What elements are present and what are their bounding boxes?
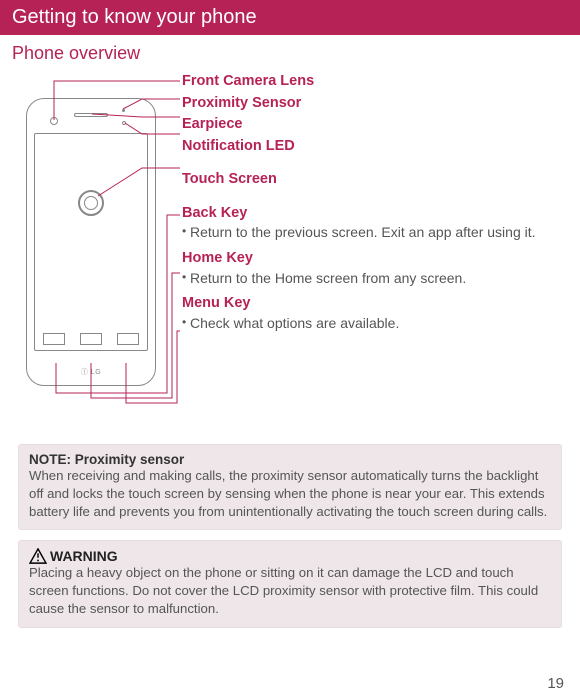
note-body: When receiving and making calls, the pro… xyxy=(29,467,551,520)
page-number: 19 xyxy=(547,675,564,692)
phone-logo: ⓛ LG xyxy=(81,367,101,377)
home-key-mark xyxy=(80,333,102,345)
warning-box: WARNING Placing a heavy object on the ph… xyxy=(18,540,562,627)
phone-diagram: ⓛ LG Front Camera Lens Proximity Sensor … xyxy=(12,68,568,408)
phone-outline: ⓛ LG xyxy=(26,98,156,386)
content-area: ⓛ LG Front Camera Lens Proximity Sensor … xyxy=(0,68,580,628)
warning-header: WARNING xyxy=(29,548,551,564)
back-key-mark xyxy=(43,333,65,345)
note-box-proximity: NOTE: Proximity sensor When receiving an… xyxy=(18,444,562,530)
warning-triangle-icon xyxy=(29,548,47,564)
notification-led-mark xyxy=(122,121,126,125)
section-title: Phone overview xyxy=(0,35,580,68)
label-column: Front Camera Lens Proximity Sensor Earpi… xyxy=(182,72,568,335)
warning-body: Placing a heavy object on the phone or s… xyxy=(29,564,551,617)
label-home-key: Home Key xyxy=(182,249,568,269)
menu-key-mark xyxy=(117,333,139,345)
note-title: NOTE: Proximity sensor xyxy=(29,452,551,467)
proximity-sensor-mark xyxy=(122,109,125,112)
warning-title: WARNING xyxy=(50,548,118,564)
label-proximity-sensor: Proximity Sensor xyxy=(182,94,568,114)
earpiece-mark xyxy=(74,113,108,117)
label-front-camera: Front Camera Lens xyxy=(182,72,568,92)
desc-back-key: Return to the previous screen. Exit an a… xyxy=(182,223,568,243)
home-ring-icon xyxy=(78,190,104,216)
label-touch-screen: Touch Screen xyxy=(182,170,568,190)
label-menu-key: Menu Key xyxy=(182,294,568,314)
chapter-title: Getting to know your phone xyxy=(12,6,257,28)
chapter-header: Getting to know your phone xyxy=(0,0,580,35)
home-ring-inner-icon xyxy=(84,196,98,210)
desc-home-key: Return to the Home screen from any scree… xyxy=(182,269,568,289)
front-camera-mark xyxy=(50,117,58,125)
label-notification-led: Notification LED xyxy=(182,137,568,157)
touch-screen-mark xyxy=(34,133,148,351)
label-back-key: Back Key xyxy=(182,204,568,224)
label-earpiece: Earpiece xyxy=(182,115,568,135)
desc-menu-key: Check what options are available. xyxy=(182,314,568,334)
